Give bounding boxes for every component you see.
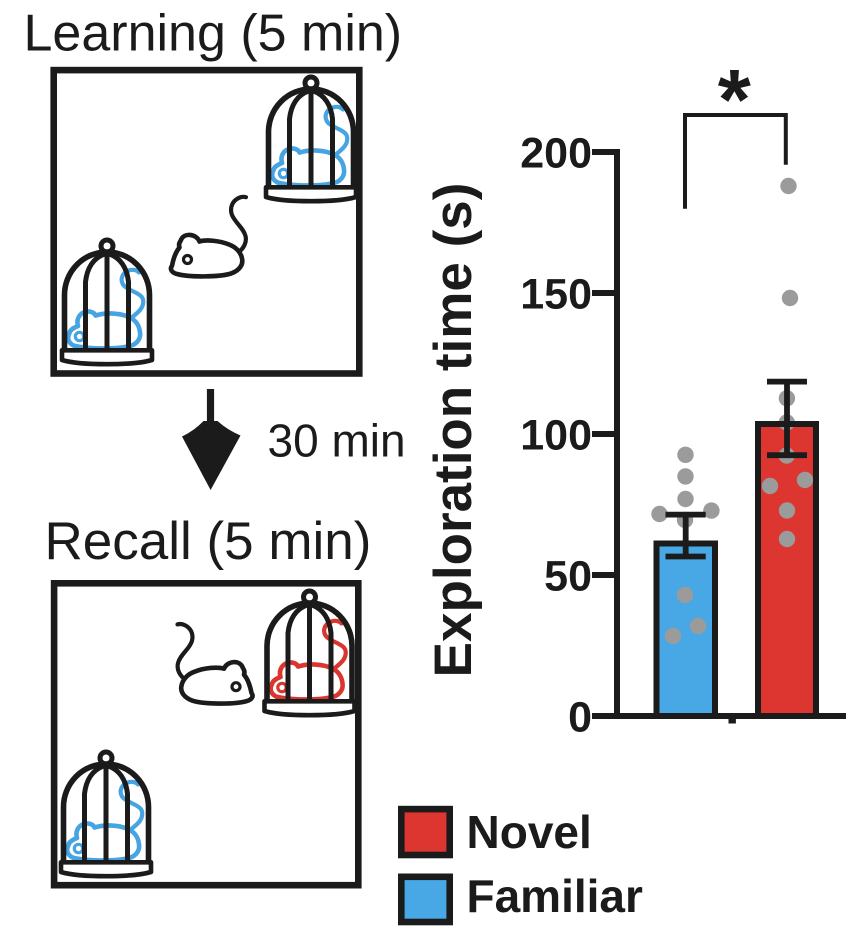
svg-text:150: 150 (520, 271, 592, 319)
svg-text:100: 100 (520, 412, 592, 460)
svg-text:*: * (718, 53, 751, 148)
svg-text:Learning (5 min): Learning (5 min) (24, 5, 403, 63)
svg-text:Exploration time (s): Exploration time (s) (424, 183, 483, 678)
svg-text:200: 200 (520, 130, 592, 178)
svg-text:Novel: Novel (467, 806, 592, 858)
svg-text:50: 50 (544, 553, 592, 601)
svg-text:0: 0 (568, 694, 592, 742)
svg-text:30 min: 30 min (268, 415, 406, 467)
svg-text:Recall (5 min): Recall (5 min) (45, 512, 372, 571)
svg-text:Familiar: Familiar (467, 870, 644, 922)
